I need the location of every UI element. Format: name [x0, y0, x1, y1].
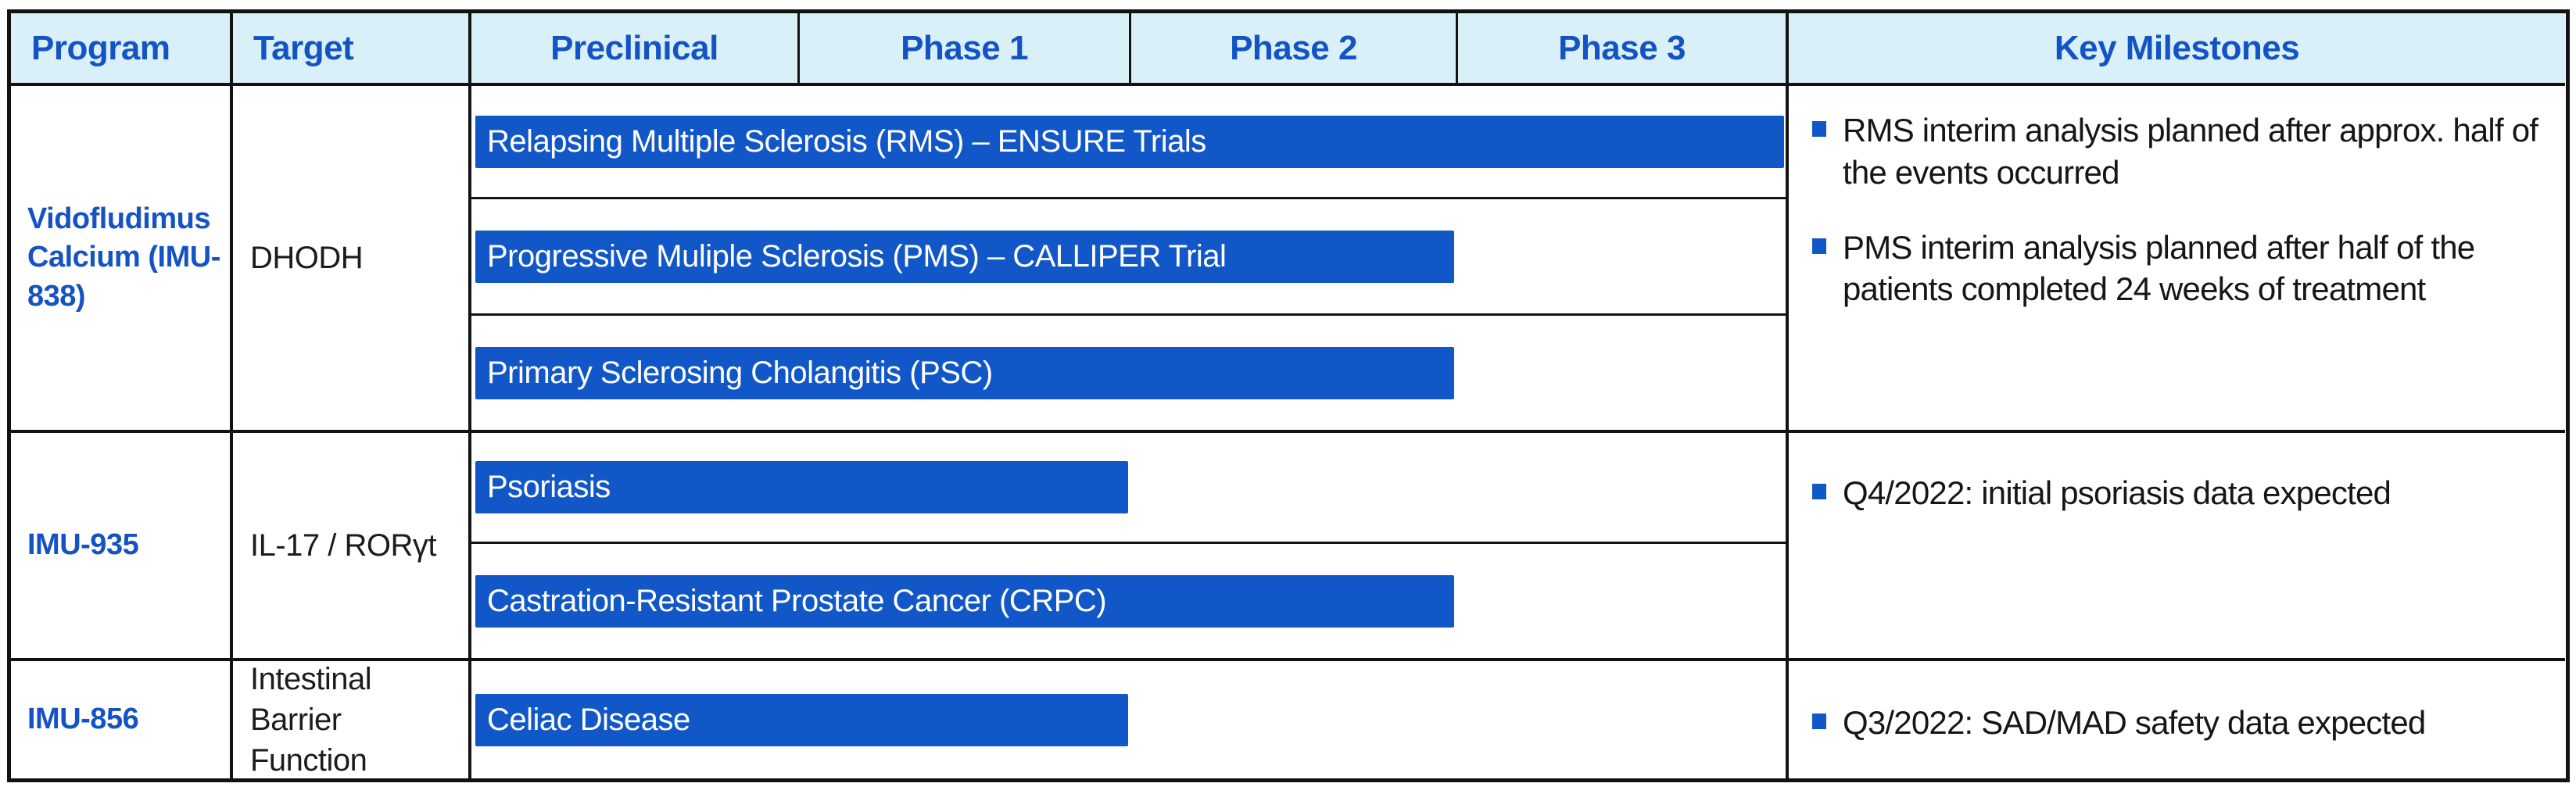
- trial-bar-celiac: Celiac Disease: [475, 693, 1129, 746]
- trial-bar-rms: Relapsing Multiple Sclerosis (RMS) – ENS…: [475, 115, 1785, 168]
- column-header-key-milestones: Key Milestones: [1786, 13, 2565, 86]
- phase-strip-psc: Primary Sclerosing Cholangitis (PSC): [471, 316, 1786, 433]
- trial-bar-label: Psoriasis: [487, 470, 611, 504]
- target-il17-roryt: IL-17 / RORγt: [233, 433, 471, 661]
- trial-bar-label: Celiac Disease: [487, 702, 690, 737]
- phase-strip-rms: Relapsing Multiple Sclerosis (RMS) – ENS…: [471, 86, 1786, 199]
- square-bullet-icon: [1812, 238, 1826, 254]
- trial-bar-label: Castration-Resistant Prostate Cancer (CR…: [487, 583, 1107, 618]
- phase-strip-crpc: Castration-Resistant Prostate Cancer (CR…: [471, 544, 1786, 661]
- program-name-imu838: Vidofludimus Calcium (IMU-838): [11, 86, 233, 433]
- trial-bar-label: Primary Sclerosing Cholangitis (PSC): [487, 355, 993, 390]
- target-dhodh: DHODH: [233, 86, 471, 433]
- clinical-pipeline-table: Program Target Preclinical Phase 1 Phase…: [7, 9, 2570, 782]
- trial-bar-psoriasis: Psoriasis: [475, 461, 1129, 513]
- square-bullet-icon: [1812, 121, 1826, 137]
- milestone-text: RMS interim analysis planned after appro…: [1843, 112, 2538, 191]
- trial-bar-label: Relapsing Multiple Sclerosis (RMS) – ENS…: [487, 123, 1206, 159]
- milestone-text: Q4/2022: initial psoriasis data expected: [1843, 474, 2391, 511]
- trial-bar-psc: Primary Sclerosing Cholangitis (PSC): [475, 346, 1455, 399]
- phase-strip-pms: Progressive Muliple Sclerosis (PMS) – CA…: [471, 199, 1786, 316]
- milestones-imu935: Q4/2022: initial psoriasis data expected: [1786, 433, 2565, 661]
- column-header-target: Target: [233, 13, 471, 86]
- phase-strip-psoriasis: Psoriasis: [471, 433, 1786, 544]
- program-name-imu856: IMU-856: [11, 661, 233, 778]
- square-bullet-icon: [1812, 484, 1826, 499]
- target-label: IL-17 / RORγt: [250, 528, 437, 563]
- trial-bar-pms: Progressive Muliple Sclerosis (PMS) – CA…: [475, 230, 1455, 283]
- column-header-preclinical: Preclinical: [471, 13, 800, 86]
- trial-bar-crpc: Castration-Resistant Prostate Cancer (CR…: [475, 574, 1455, 628]
- milestone-text: PMS interim analysis planned after half …: [1843, 228, 2475, 308]
- square-bullet-icon: [1812, 714, 1826, 729]
- target-label: Intestinal Barrier Function: [250, 662, 372, 778]
- program-name-label: Vidofludimus Calcium (IMU-838): [27, 202, 220, 313]
- column-header-phase-1: Phase 1: [800, 13, 1131, 86]
- milestones-imu856: Q3/2022: SAD/MAD safety data expected: [1786, 661, 2565, 778]
- target-intestinal-barrier: Intestinal Barrier Function: [233, 661, 471, 778]
- milestone-item: PMS interim analysis planned after half …: [1812, 227, 2546, 311]
- milestone-item: RMS interim analysis planned after appro…: [1812, 109, 2546, 194]
- program-name-imu935: IMU-935: [11, 433, 233, 661]
- phase-strip-celiac: Celiac Disease: [471, 661, 1786, 778]
- column-header-phase-3: Phase 3: [1458, 13, 1786, 86]
- trial-bar-label: Progressive Muliple Sclerosis (PMS) – CA…: [487, 238, 1227, 274]
- milestone-item: Q3/2022: SAD/MAD safety data expected: [1812, 702, 2546, 744]
- milestone-text: Q3/2022: SAD/MAD safety data expected: [1843, 704, 2426, 741]
- milestone-item: Q4/2022: initial psoriasis data expected: [1812, 472, 2546, 514]
- column-header-program: Program: [11, 13, 233, 86]
- target-label: DHODH: [250, 241, 364, 275]
- program-name-label: IMU-856: [27, 703, 139, 736]
- program-name-label: IMU-935: [27, 528, 139, 562]
- milestones-imu838: RMS interim analysis planned after appro…: [1786, 86, 2565, 433]
- column-header-phase-2: Phase 2: [1131, 13, 1458, 86]
